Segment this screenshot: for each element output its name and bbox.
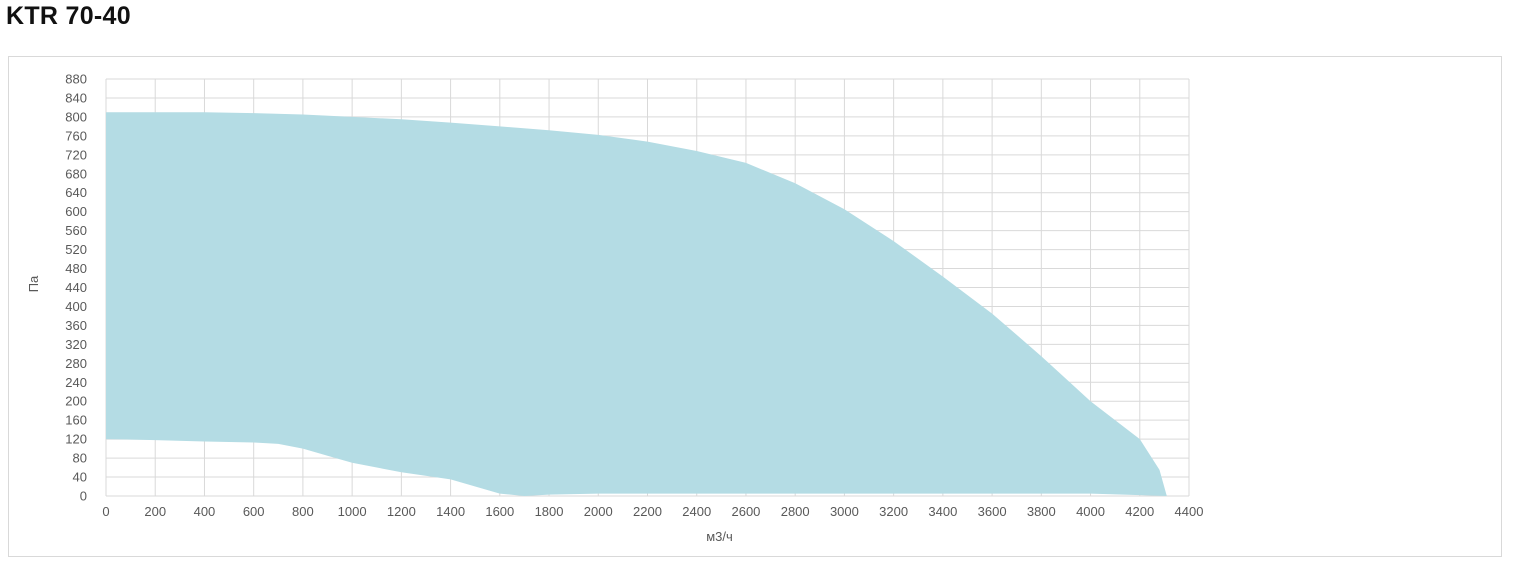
y-axis-ticks: 0 40 80 120 160 200 240 280 320 360 400 440 480 520 56… xyxy=(65,72,87,504)
y-tick-label: 840 xyxy=(65,90,87,105)
y-tick-label: 120 xyxy=(65,432,87,447)
y-tick-label: 520 xyxy=(65,242,87,257)
y-tick-label: 280 xyxy=(65,356,87,371)
x-tick-label: 1800 xyxy=(535,504,564,519)
page-title: KTR 70-40 xyxy=(6,2,131,30)
y-tick-label: 200 xyxy=(65,394,87,409)
x-tick-label: 4400 xyxy=(1175,504,1204,519)
x-tick-label: 3800 xyxy=(1027,504,1056,519)
y-tick-label: 560 xyxy=(65,223,87,238)
x-tick-label: 3200 xyxy=(879,504,908,519)
y-tick-label: 600 xyxy=(65,204,87,219)
x-tick-label: 2000 xyxy=(584,504,613,519)
x-tick-label: 1600 xyxy=(485,504,514,519)
x-axis-label: м3/ч xyxy=(706,529,733,544)
y-tick-label: 160 xyxy=(65,413,87,428)
y-tick-label: 0 xyxy=(80,489,87,504)
x-tick-label: 4000 xyxy=(1076,504,1105,519)
y-axis-label: Па xyxy=(26,275,41,292)
x-tick-label: 1000 xyxy=(338,504,367,519)
y-tick-label: 80 xyxy=(73,451,87,466)
y-tick-label: 480 xyxy=(65,261,87,276)
x-tick-label: 3600 xyxy=(978,504,1007,519)
y-tick-label: 40 xyxy=(73,470,87,485)
x-axis-ticks: 0 200 400 600 800 1000 1200 1400 1600 1800 2000 220… xyxy=(102,504,1203,519)
performance-area xyxy=(106,112,1167,496)
x-tick-label: 4200 xyxy=(1125,504,1154,519)
y-tick-label: 360 xyxy=(65,318,87,333)
y-tick-label: 320 xyxy=(65,337,87,352)
y-tick-label: 240 xyxy=(65,375,87,390)
y-tick-label: 880 xyxy=(65,72,87,87)
x-tick-label: 3400 xyxy=(928,504,957,519)
x-tick-label: 0 xyxy=(102,504,109,519)
x-tick-label: 2600 xyxy=(731,504,760,519)
y-tick-label: 640 xyxy=(65,185,87,200)
y-tick-label: 720 xyxy=(65,147,87,162)
x-tick-label: 1200 xyxy=(387,504,416,519)
x-tick-label: 2800 xyxy=(781,504,810,519)
x-tick-label: 1400 xyxy=(436,504,465,519)
x-tick-label: 2400 xyxy=(682,504,711,519)
y-tick-label: 800 xyxy=(65,109,87,124)
y-tick-label: 440 xyxy=(65,280,87,295)
x-tick-label: 400 xyxy=(194,504,216,519)
x-tick-label: 600 xyxy=(243,504,265,519)
y-tick-label: 400 xyxy=(65,299,87,314)
x-tick-label: 3000 xyxy=(830,504,859,519)
y-tick-label: 680 xyxy=(65,166,87,181)
x-tick-label: 800 xyxy=(292,504,314,519)
x-tick-label: 2200 xyxy=(633,504,662,519)
y-tick-label: 760 xyxy=(65,128,87,143)
x-tick-label: 200 xyxy=(144,504,166,519)
